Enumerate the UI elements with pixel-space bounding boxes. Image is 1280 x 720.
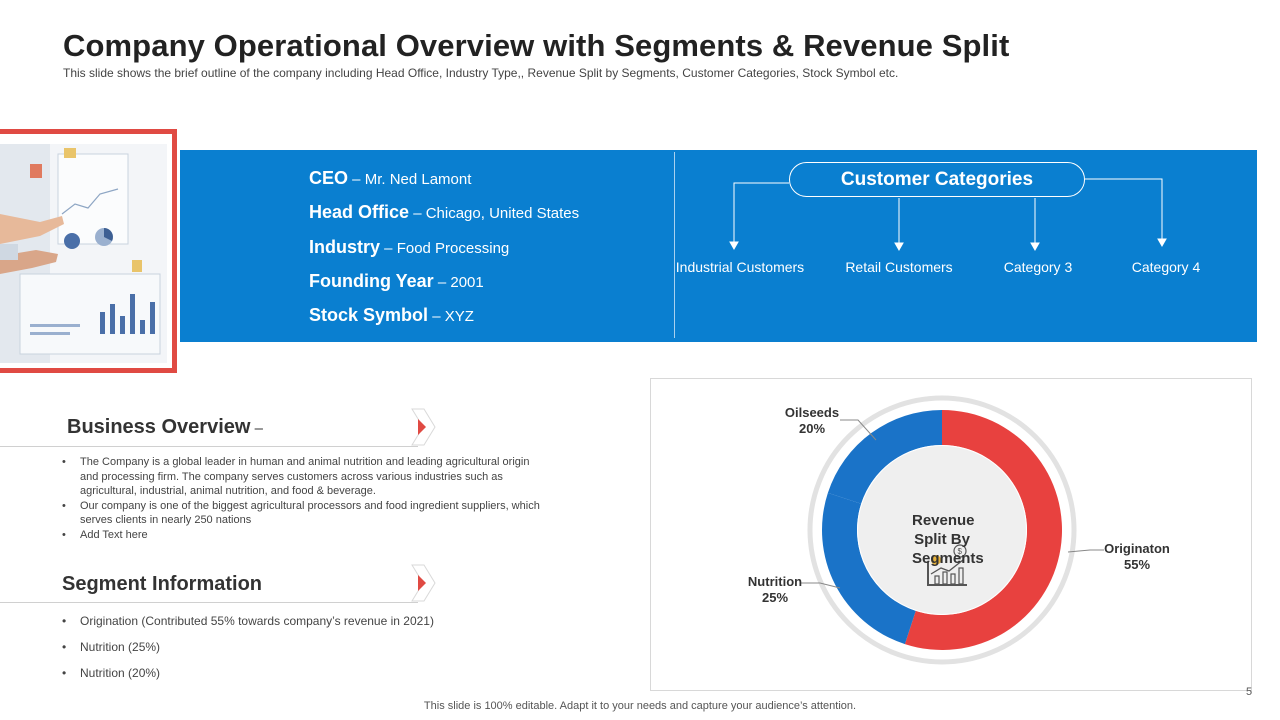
business-overview-underline [0,446,418,447]
segment-information-list: Origination (Contributed 55% towards com… [62,614,502,692]
leader-line-originaton [1067,549,1104,553]
fact-stock-symbol: Stock Symbol – XYZ [309,305,474,326]
fact-industry-key: Industry [309,237,381,257]
donut-slice-oilseeds [827,410,942,504]
fact-ceo: CEO – Mr. Ned Lamont [309,168,471,189]
list-item: Add Text here [62,528,548,543]
segment-information-title: Segment Information [62,573,263,595]
fact-founding-year-value: – 2001 [433,274,484,291]
category-industrial-customers: Industrial Customers [675,259,805,275]
revenue-donut-chart: $ [800,395,1104,665]
label-oilseeds: Oilseeds 20% [762,405,862,437]
label-originaton-name: Originaton [1104,541,1170,556]
leader-line-oilseeds [840,419,877,441]
fact-ceo-value: – Mr. Ned Lamont [348,171,472,188]
fact-industry-value: – Food Processing [380,240,510,257]
fact-head-office: Head Office – Chicago, United States [309,202,579,223]
fact-head-office-key: Head Office [309,202,410,222]
page-number: 5 [1246,686,1253,698]
money-growth-icon: $ [927,544,967,586]
business-overview-title: Business Overview – [67,416,263,439]
category-3: Category 3 [1003,259,1073,275]
footer-note: This slide is 100% editable. Adapt it to… [423,700,857,712]
label-oilseeds-name: Oilseeds [784,405,840,420]
label-originaton-value: 55% [1123,557,1151,572]
donut-slice-nutrition [822,492,916,645]
list-item: Nutrition (25%) [62,640,502,666]
label-nutrition-value: 25% [761,590,789,605]
business-overview-bullets: The Company is a global leader in human … [62,455,548,542]
page-subtitle: This slide shows the brief outline of th… [63,66,899,80]
category-connectors [729,178,1167,252]
red-chevron-icon [411,408,436,446]
label-originaton: Originaton 55% [1087,541,1187,573]
fact-stock-symbol-value: – XYZ [428,308,474,325]
band-divider [674,152,675,338]
list-item: Nutrition (20%) [62,666,502,692]
fact-founding-year-key: Founding Year [309,271,434,291]
svg-text:$: $ [958,547,963,556]
fact-industry: Industry – Food Processing [309,237,509,258]
label-nutrition-name: Nutrition [747,574,803,589]
business-overview-dash: – [250,420,263,437]
label-oilseeds-value: 20% [798,421,826,436]
label-nutrition: Nutrition 25% [725,574,825,606]
category-retail-customers: Retail Customers [845,259,953,275]
business-overview-title-text: Business Overview [67,416,251,438]
list-item: The Company is a global leader in human … [62,455,548,499]
fact-ceo-key: CEO [309,168,349,188]
chart-outer-ring [807,395,1077,665]
office-whiteboard-photo [0,144,167,363]
red-chevron-icon [411,564,436,602]
segment-information-underline [0,602,418,603]
fact-stock-symbol-key: Stock Symbol [309,305,429,325]
list-item: Our company is one of the biggest agricu… [62,499,548,528]
donut-slice-originaton [904,410,1062,650]
list-item: Origination (Contributed 55% towards com… [62,614,502,640]
donut-center-disc [858,446,1026,614]
customer-categories-title: Customer Categories [789,162,1085,197]
photo-frame [0,129,177,373]
fact-founding-year: Founding Year – 2001 [309,271,484,292]
page-title: Company Operational Overview with Segmen… [63,28,1010,63]
fact-head-office-value: – Chicago, United States [409,205,580,222]
revenue-chart-panel [650,378,1252,691]
category-4: Category 4 [1131,259,1201,275]
chart-center-title: Revenue Split By Segments [912,512,984,567]
leader-line-nutrition [800,582,841,589]
